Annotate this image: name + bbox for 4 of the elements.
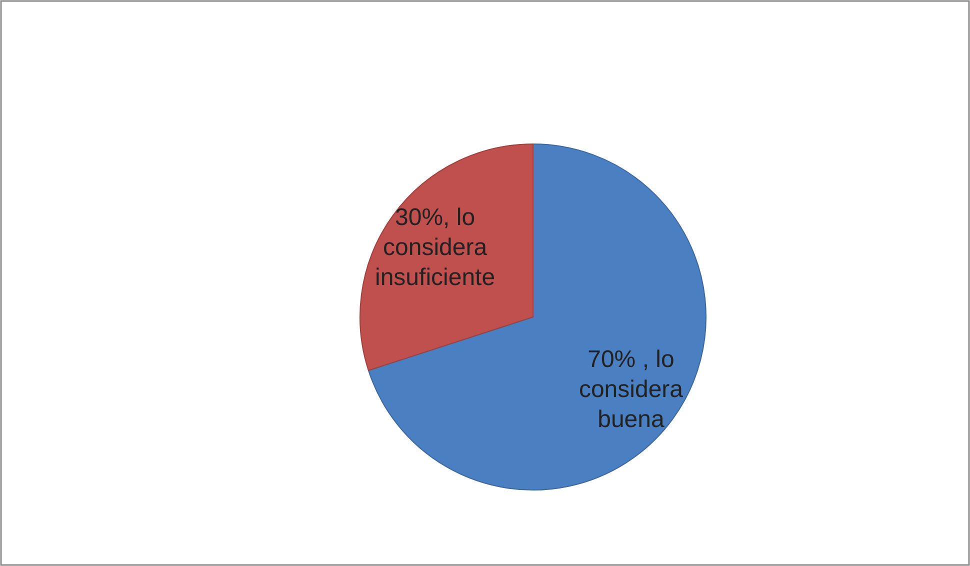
slice-label: 70% , lo considera buena [578, 346, 684, 434]
pie-slice [360, 144, 534, 371]
slice-label: 30%, lo considera insuficiente [374, 204, 496, 291]
pie-slice [368, 144, 706, 490]
